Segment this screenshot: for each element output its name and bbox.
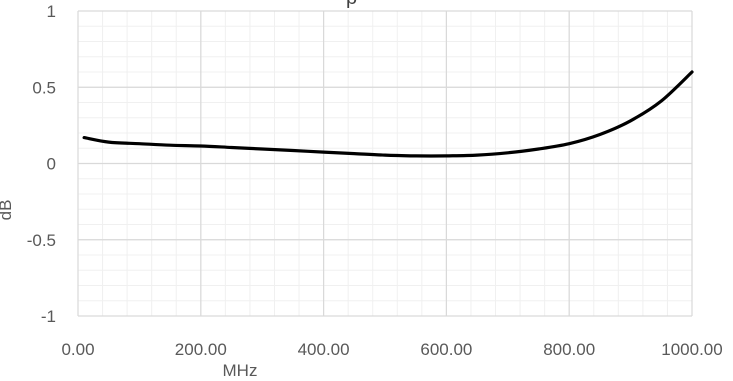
x-tick-label: 600.00	[420, 340, 472, 359]
major-gridlines	[77, 10, 693, 317]
y-tick-label: 0.5	[32, 78, 56, 97]
series-layer	[82, 70, 694, 158]
series-line-0	[82, 70, 694, 158]
y-tick-label: -0.5	[27, 231, 56, 250]
x-tick-label: 800.00	[543, 340, 595, 359]
x-axis-label: MHz	[223, 361, 258, 380]
y-tick-label: -1	[41, 307, 56, 326]
y-tick-labels: -1 -0.5 0 0.5 1	[27, 2, 56, 326]
x-tick-labels: 0.00 200.00 400.00 600.00 800.00 1000.00	[61, 340, 722, 359]
x-tick-label: 0.00	[61, 340, 94, 359]
chart-title-fragment: p	[346, 0, 357, 9]
y-tick-label: 0	[47, 155, 56, 174]
x-tick-label: 200.00	[175, 340, 227, 359]
x-tick-label: 1000.00	[661, 340, 722, 359]
y-tick-label: 1	[47, 2, 56, 21]
y-axis-label: dB	[0, 200, 15, 221]
x-tick-label: 400.00	[298, 340, 350, 359]
